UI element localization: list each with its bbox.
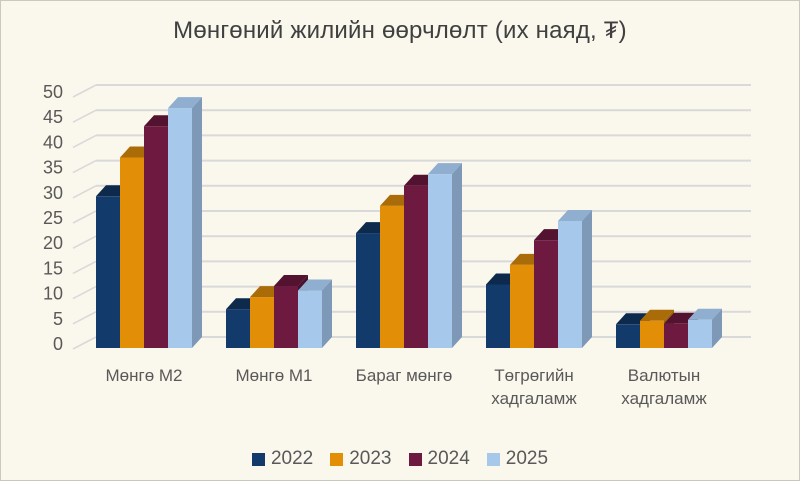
bar-2025-cat0[interactable] [168, 97, 202, 348]
bar-side-face [452, 163, 462, 348]
bar-side-face [322, 279, 332, 348]
y-axis-tick-label: 50 [43, 82, 63, 102]
bar-2025-cat1[interactable] [298, 279, 332, 348]
bar-top-face [640, 309, 674, 321]
gridline-depth-tick [72, 210, 97, 224]
bar-front-face [274, 286, 298, 348]
gridline-depth-tick [72, 260, 97, 275]
chart-title: Мөнгөний жилийн өөрчлөлт (их наяд, ₮) [173, 17, 627, 44]
gridline-depth-tick [72, 336, 97, 350]
legend-label: 2023 [349, 448, 392, 469]
bar-front-face [250, 297, 274, 348]
bar-top-face [168, 97, 202, 109]
bar-front-face [664, 323, 688, 348]
y-axis-tick-label: 30 [43, 183, 63, 203]
gridline-depth-tick [72, 311, 97, 325]
category-label: Мөнгө M1 [235, 366, 313, 385]
category-label: Валютын хадгаламж [621, 366, 707, 408]
bar-front-face [356, 233, 380, 348]
bar-top-face [558, 209, 592, 221]
bar-front-face [688, 319, 712, 348]
bar-front-face [428, 174, 452, 348]
bar-front-face [168, 108, 192, 348]
legend-swatch [408, 452, 422, 466]
bar-2025-cat2[interactable] [428, 163, 462, 348]
y-axis-tick-label: 0 [53, 334, 63, 354]
bar-side-face [712, 308, 722, 348]
gridline-depth-tick [72, 109, 97, 123]
y-axis-tick-label: 10 [43, 284, 63, 304]
bar-side-face [582, 209, 592, 348]
legend-label: 2022 [270, 448, 314, 469]
gridline-depth-tick [72, 285, 97, 300]
gridline-depth-tick [72, 159, 97, 174]
legend-swatch [330, 452, 344, 466]
bar-front-face [640, 320, 664, 348]
bar-top-face [428, 163, 462, 175]
bar-front-face [120, 157, 144, 348]
y-axis-tick-label: 35 [43, 158, 63, 178]
gridline-depth-tick [72, 134, 97, 149]
bar-front-face [380, 205, 404, 348]
bar-2025-cat4[interactable] [688, 308, 722, 348]
y-axis-tick-label: 15 [43, 258, 63, 278]
bar-top-face [298, 279, 332, 291]
legend-swatch [251, 452, 265, 466]
bar-front-face [510, 264, 534, 348]
legend-item-2022[interactable]: 2022 [251, 448, 314, 470]
y-axis-tick-label: 40 [43, 132, 63, 152]
bar-front-face [616, 324, 640, 348]
legend: 2022 2023 2024 2025 [1, 448, 799, 470]
category-label: Бараг мөнгө [355, 366, 453, 385]
bar-front-face [96, 196, 120, 348]
legend-swatch [486, 452, 500, 466]
bar-front-face [558, 220, 582, 348]
gridline-depth-tick [72, 84, 97, 98]
gridline-depth-tick [72, 235, 97, 249]
bar-side-face [192, 97, 202, 348]
legend-item-2025[interactable]: 2025 [486, 448, 549, 470]
gridline-depth-tick [72, 185, 97, 199]
legend-label: 2025 [505, 448, 549, 469]
category-axis: Мөнгө M2 Мөнгө M1 Бараг мөнгө Төгрөгийн хад… [1, 364, 799, 418]
y-axis-tick-label: 45 [43, 107, 63, 127]
bar-front-face [486, 284, 510, 348]
legend-label: 2024 [427, 448, 470, 469]
bar-front-face [226, 309, 250, 348]
legend-item-2024[interactable]: 2024 [408, 448, 470, 470]
bar-front-face [144, 126, 168, 349]
bar-front-face [404, 185, 428, 348]
bar-top-face [688, 308, 722, 320]
category-label: Мөнгө M2 [105, 366, 183, 385]
category-label: Төгрөгийн хадгаламж [491, 366, 577, 408]
y-axis-tick-label: 20 [43, 233, 63, 253]
y-axis-tick-label: 25 [43, 208, 63, 228]
y-axis-tick-label: 5 [53, 309, 63, 329]
legend-item-2023[interactable]: 2023 [330, 448, 392, 470]
bar-front-face [534, 240, 558, 348]
bar-front-face [298, 290, 322, 348]
bar-2025-cat3[interactable] [558, 209, 592, 348]
bar-top-face [274, 275, 308, 287]
